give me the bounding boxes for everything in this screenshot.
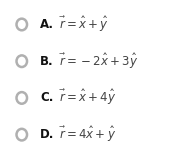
Text: $\vec{r} = -2\hat{x} + 3\hat{y}$: $\vec{r} = -2\hat{x} + 3\hat{y}$ (59, 52, 138, 71)
Text: $\vec{r} = \hat{x} + \hat{y}$: $\vec{r} = \hat{x} + \hat{y}$ (59, 15, 109, 34)
Text: $\vec{r} = \hat{x} + 4\hat{y}$: $\vec{r} = \hat{x} + 4\hat{y}$ (59, 88, 116, 107)
Text: A.: A. (40, 18, 54, 31)
Text: D.: D. (40, 128, 55, 141)
Text: $\vec{r} = 4\hat{x} + \hat{y}$: $\vec{r} = 4\hat{x} + \hat{y}$ (59, 125, 116, 144)
Text: C.: C. (40, 91, 54, 104)
Text: B.: B. (40, 55, 54, 68)
